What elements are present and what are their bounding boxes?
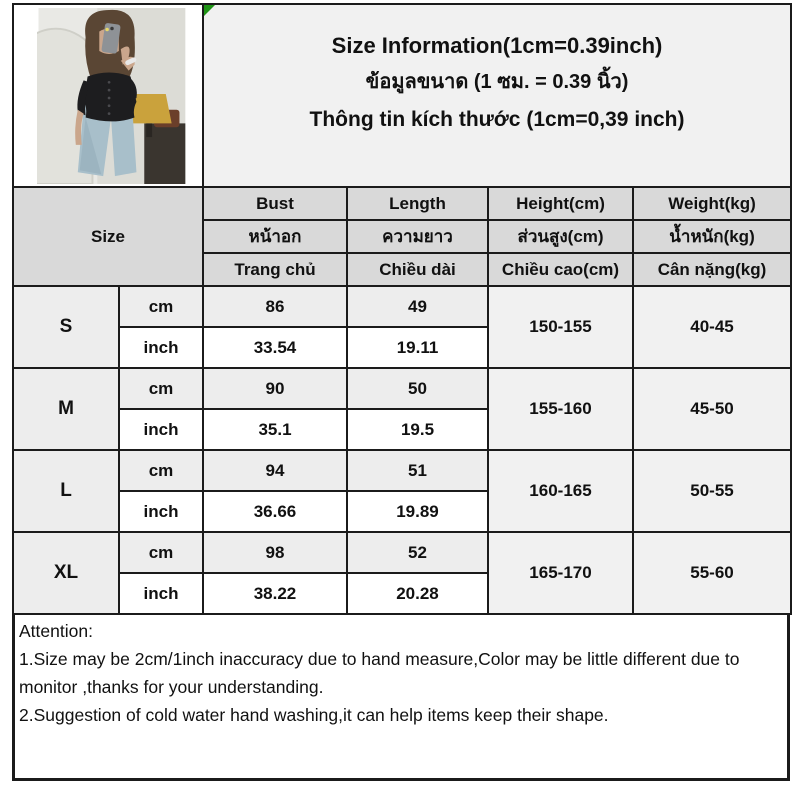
col-header-bust-vi: Trang chủ — [202, 252, 348, 287]
title-thai: ข้อมูลขนาด (1 ซม. = 0.39 นิ้ว) — [365, 71, 629, 93]
size-label-s: S — [12, 285, 120, 369]
l-length-cm: 51 — [346, 449, 489, 492]
xl-length-cm: 52 — [346, 531, 489, 574]
m-height-range: 155-160 — [487, 367, 634, 451]
col-header-length-vi: Chiều dài — [346, 252, 489, 287]
xl-height-range: 165-170 — [487, 531, 634, 615]
l-height-range: 160-165 — [487, 449, 634, 533]
attention-notes: Attention: 1.Size may be 2cm/1inch inacc… — [12, 613, 790, 781]
table-row-l-inch: inch 36.66 19.89 — [13, 490, 791, 533]
col-header-length-th: ความยาว — [346, 219, 489, 254]
s-bust-inch: 33.54 — [202, 326, 348, 369]
s-bust-cm: 86 — [202, 285, 348, 328]
size-information-title-cell: Size Information(1cm=0.39inch) ข้อมูลขนา… — [201, 3, 793, 188]
col-header-weight-vi: Cân nặng(kg) — [631, 252, 793, 287]
table-row-xl-cm: XL cm 98 52 165-170 55-60 — [12, 531, 793, 615]
m-length-cm: 50 — [346, 367, 489, 410]
xl-length-inch: 20.28 — [346, 572, 489, 615]
size-label-xl: XL — [12, 531, 120, 615]
unit-inch: inch — [118, 572, 204, 615]
attention-line-1: 1.Size may be 2cm/1inch inaccuracy due t… — [19, 649, 740, 697]
attention-line-2: 2.Suggestion of cold water hand washing,… — [19, 705, 609, 725]
header-row-thai: หน้าอก ความยาว ส่วนสูง(cm) น้ำหนัก(kg) — [13, 219, 793, 254]
unit-cm: cm — [118, 449, 204, 492]
attention-title: Attention: — [19, 621, 93, 641]
s-length-cm: 49 — [346, 285, 489, 328]
m-bust-inch: 35.1 — [202, 408, 348, 451]
unit-cm: cm — [118, 285, 204, 328]
size-chart-table: Size Information(1cm=0.39inch) ข้อมูลขนา… — [12, 3, 793, 615]
xl-bust-cm: 98 — [202, 531, 348, 574]
col-header-weight-en: Weight(kg) — [631, 186, 793, 221]
unit-cm: cm — [118, 531, 204, 574]
s-length-inch: 19.11 — [346, 326, 489, 369]
s-weight-range: 40-45 — [631, 285, 793, 369]
header-row-english: Size Bust Length Height(cm) Weight(kg) — [12, 186, 793, 287]
xl-bust-inch: 38.22 — [202, 572, 348, 615]
title-english: Size Information(1cm=0.39inch) — [331, 33, 663, 58]
l-weight-range: 50-55 — [631, 449, 793, 533]
table-row-s-inch: inch 33.54 19.11 — [13, 326, 791, 369]
xl-weight-range: 55-60 — [631, 531, 793, 615]
unit-inch: inch — [118, 490, 204, 533]
header-row-vietnamese: Trang chủ Chiều dài Chiều cao(cm) Cân nặ… — [13, 252, 793, 287]
size-header: Size — [12, 186, 204, 287]
table-row-xl-inch: inch 38.22 20.28 — [13, 572, 791, 615]
product-photo-cell — [12, 3, 204, 188]
col-header-bust-th: หน้าอก — [202, 219, 348, 254]
l-length-inch: 19.89 — [346, 490, 489, 533]
col-header-height-vi: Chiều cao(cm) — [487, 252, 634, 287]
size-label-m: M — [12, 367, 120, 451]
m-bust-cm: 90 — [202, 367, 348, 410]
size-chart-sheet: Size Information(1cm=0.39inch) ข้อมูลขนา… — [12, 3, 793, 781]
l-bust-inch: 36.66 — [202, 490, 348, 533]
col-header-height-th: ส่วนสูง(cm) — [487, 219, 634, 254]
table-row-m-inch: inch 35.1 19.5 — [13, 408, 791, 451]
col-header-height-en: Height(cm) — [487, 186, 634, 221]
top-row: Size Information(1cm=0.39inch) ข้อมูลขนา… — [12, 3, 793, 188]
m-length-inch: 19.5 — [346, 408, 489, 451]
m-weight-range: 45-50 — [631, 367, 793, 451]
s-height-range: 150-155 — [487, 285, 634, 369]
product-photo — [37, 7, 186, 184]
table-row-l-cm: L cm 94 51 160-165 50-55 — [12, 449, 793, 533]
unit-inch: inch — [118, 408, 204, 451]
size-label-l: L — [12, 449, 120, 533]
green-corner-flag-icon — [205, 6, 215, 16]
table-row-s-cm: S cm 86 49 150-155 40-45 — [12, 285, 793, 369]
l-bust-cm: 94 — [202, 449, 348, 492]
col-header-bust-en: Bust — [202, 186, 348, 221]
unit-inch: inch — [118, 326, 204, 369]
col-header-weight-th: น้ำหนัก(kg) — [631, 219, 793, 254]
unit-cm: cm — [118, 367, 204, 410]
title-vietnamese: Thông tin kích thước (1cm=0,39 inch) — [309, 108, 685, 131]
table-row-m-cm: M cm 90 50 155-160 45-50 — [12, 367, 793, 451]
col-header-length-en: Length — [346, 186, 489, 221]
